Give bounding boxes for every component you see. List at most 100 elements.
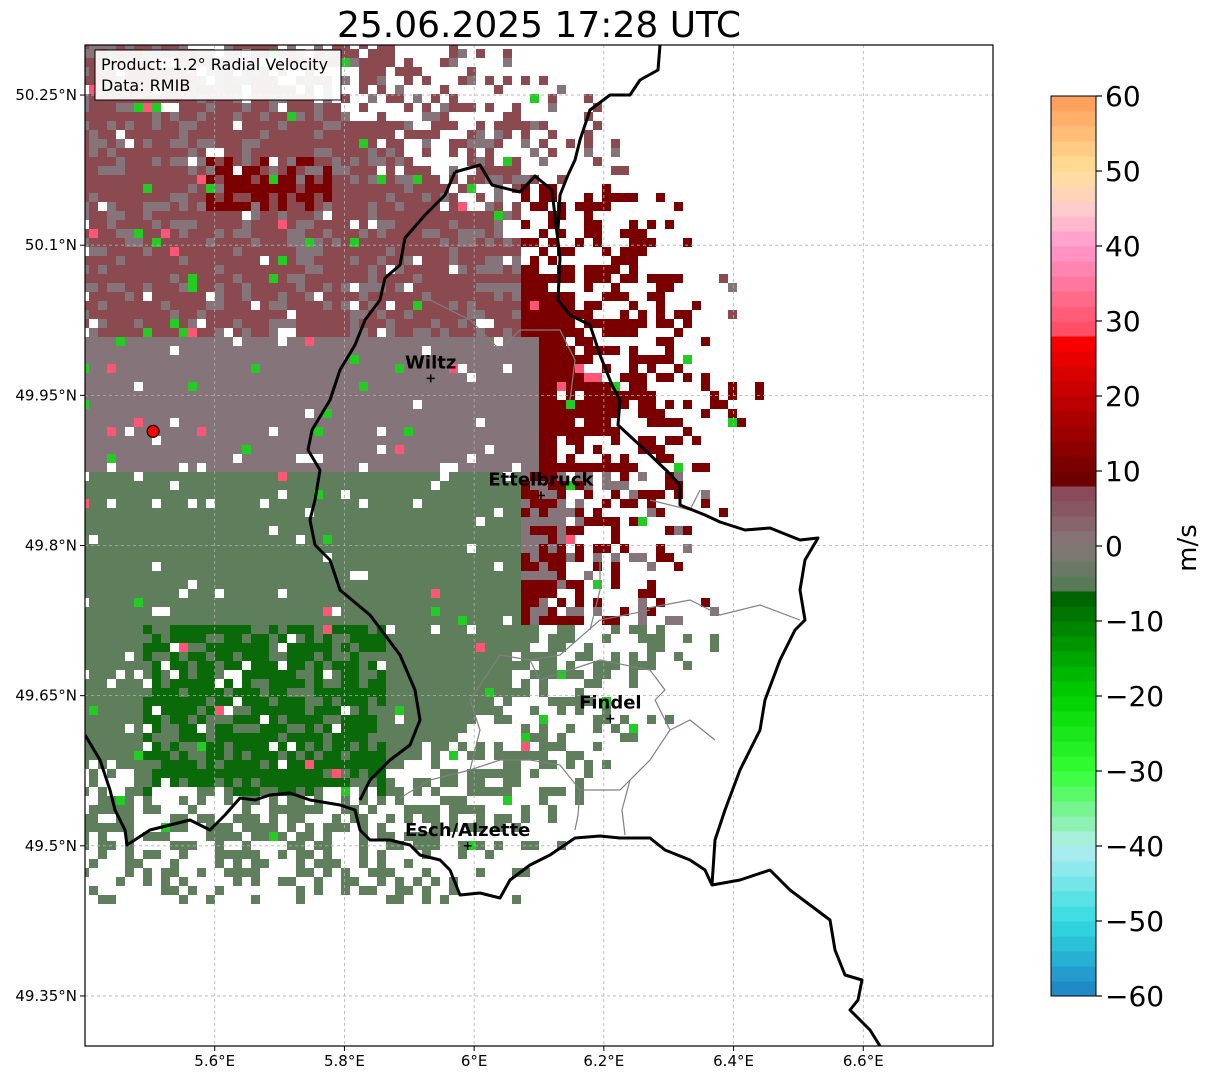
echo-cell [125, 193, 134, 202]
echo-cell [287, 445, 296, 454]
echo-cell [521, 238, 530, 247]
echo-cell [89, 148, 98, 157]
echo-cell [152, 616, 161, 625]
echo-cell [170, 535, 179, 544]
echo-cell [278, 553, 287, 562]
echo-cell [179, 679, 188, 688]
echo-cell [386, 580, 395, 589]
echo-cell [305, 535, 314, 544]
echo-cell [251, 616, 260, 625]
echo-cell [557, 85, 566, 94]
echo-cell [107, 616, 116, 625]
echo-cell [161, 274, 170, 283]
echo-cell [413, 535, 422, 544]
echo-cell [152, 328, 161, 337]
echo-cell [134, 715, 143, 724]
echo-cell [116, 589, 125, 598]
echo-cell [233, 814, 242, 823]
echo-cell [638, 409, 647, 418]
echo-cell [341, 544, 350, 553]
echo-cell [485, 220, 494, 229]
echo-cell [242, 724, 251, 733]
echo-cell [359, 157, 368, 166]
echo-cell [260, 652, 269, 661]
echo-cell [422, 499, 431, 508]
colorbar-label: m/s [1173, 524, 1203, 572]
echo-cell [107, 130, 116, 139]
echo-cell [98, 463, 107, 472]
echo-cell [206, 166, 215, 175]
echo-cell [314, 319, 323, 328]
echo-cell [134, 157, 143, 166]
echo-cell [521, 121, 530, 130]
echo-cell [629, 499, 638, 508]
echo-cell [377, 238, 386, 247]
echo-cell [233, 436, 242, 445]
echo-cell [620, 256, 629, 265]
echo-cell [89, 94, 98, 103]
echo-cell [224, 148, 233, 157]
echo-cell [521, 193, 530, 202]
echo-cell [341, 535, 350, 544]
echo-cell [350, 508, 359, 517]
echo-cell [98, 823, 107, 832]
echo-cell [278, 544, 287, 553]
colorbar-band [1051, 381, 1096, 397]
echo-cell [89, 688, 98, 697]
echo-cell [206, 643, 215, 652]
echo-cell [674, 436, 683, 445]
echo-cell [350, 670, 359, 679]
echo-cell [161, 715, 170, 724]
echo-cell [233, 661, 242, 670]
echo-cell [89, 211, 98, 220]
y-tick-label: 49.95°N [15, 386, 77, 404]
echo-cell [134, 499, 143, 508]
echo-cell [134, 490, 143, 499]
echo-cell [359, 598, 368, 607]
echo-cell [134, 238, 143, 247]
echo-cell [386, 238, 395, 247]
echo-cell [530, 490, 539, 499]
echo-cell [377, 724, 386, 733]
echo-cell [530, 670, 539, 679]
echo-cell [242, 850, 251, 859]
echo-cell [503, 553, 512, 562]
echo-cell [386, 517, 395, 526]
echo-cell [611, 517, 620, 526]
echo-cell [404, 166, 413, 175]
echo-cell [215, 436, 224, 445]
echo-cell [530, 148, 539, 157]
echo-cell [278, 301, 287, 310]
echo-cell [116, 751, 125, 760]
echo-cell [206, 724, 215, 733]
echo-cell [152, 301, 161, 310]
echo-cell [359, 292, 368, 301]
echo-cell [125, 823, 134, 832]
echo-cell [296, 328, 305, 337]
echo-cell [359, 373, 368, 382]
echo-cell [269, 589, 278, 598]
echo-cell [233, 544, 242, 553]
echo-cell [188, 724, 197, 733]
echo-cell [85, 616, 89, 625]
echo-cell [503, 715, 512, 724]
echo-cell [170, 454, 179, 463]
echo-cell [377, 121, 386, 130]
echo-cell [107, 103, 116, 112]
echo-cell [557, 463, 566, 472]
echo-cell [125, 490, 134, 499]
echo-cell [197, 508, 206, 517]
echo-cell [359, 472, 368, 481]
echo-cell [503, 265, 512, 274]
echo-cell [206, 598, 215, 607]
echo-cell [287, 229, 296, 238]
echo-cell [404, 373, 413, 382]
echo-cell [98, 670, 107, 679]
echo-cell [404, 301, 413, 310]
echo-cell [377, 220, 386, 229]
echo-cell [386, 94, 395, 103]
echo-cell [269, 598, 278, 607]
echo-cell [359, 490, 368, 499]
echo-cell [215, 634, 224, 643]
echo-cell [85, 643, 89, 652]
